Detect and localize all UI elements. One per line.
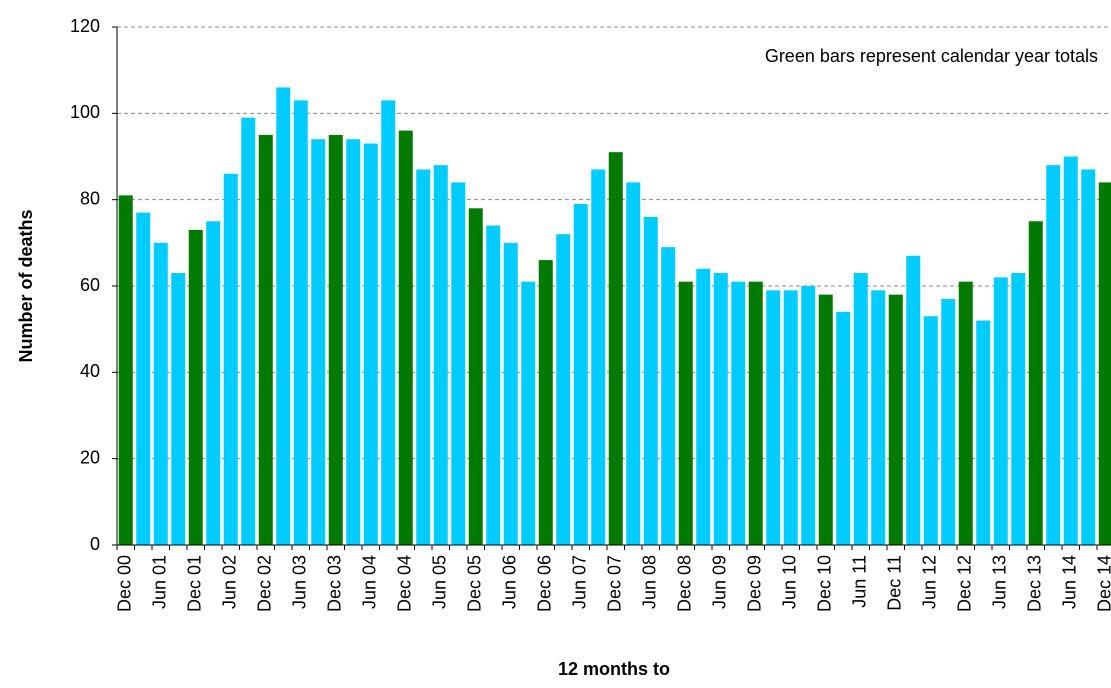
bar [766,290,781,545]
bar [118,195,133,545]
bar [573,203,588,545]
bar [468,208,483,546]
y-tick-label: 60 [80,275,100,295]
y-tick-label: 100 [70,102,100,122]
bar [381,100,396,545]
bar [696,268,711,545]
bar [941,298,956,545]
x-tick-label: Jun 03 [290,555,310,609]
x-tick-label: Jun 10 [780,555,800,609]
bar [538,260,553,545]
bar [906,255,921,546]
x-tick-label: Jun 08 [640,555,660,609]
bar [678,281,693,545]
bar [608,152,623,545]
bar [171,273,186,545]
y-tick-label: 120 [70,16,100,36]
bar [1081,169,1096,545]
bar [363,143,378,546]
bar [871,290,886,545]
bar [976,320,991,545]
bar [276,87,291,545]
bar [1063,156,1078,545]
x-tick-label: Dec 12 [955,555,975,612]
x-tick-label: Jun 06 [500,555,520,609]
x-tick-label: Dec 07 [605,555,625,612]
bar [713,273,728,545]
y-tick-label: 0 [90,534,100,554]
bar [258,134,273,545]
bar [521,281,536,545]
x-tick-label: Dec 10 [815,555,835,612]
y-axis-label: Number of deaths [16,209,36,362]
y-tick-label: 80 [80,188,100,208]
bar [328,134,343,545]
x-tick-label: Jun 02 [220,555,240,609]
bar [136,212,151,545]
bar [888,294,903,545]
bar [958,281,973,545]
bar [451,182,466,545]
x-axis-label: 12 months to [558,659,670,679]
x-tick-label: Dec 01 [185,555,205,612]
bar [591,169,606,545]
bar [486,225,501,546]
x-tick-label: Jun 01 [150,555,170,609]
bar [346,139,361,545]
bar [293,100,308,545]
x-tick-label: Jun 04 [360,555,380,609]
bar [818,294,833,545]
bar [643,216,658,545]
x-tick-label: Dec 11 [885,555,905,611]
bar [416,169,431,545]
annotation: Green bars represent calendar year total… [765,46,1098,66]
bar [748,281,763,545]
x-tick-label: Jun 12 [920,555,940,609]
y-tick-label: 40 [80,361,100,381]
x-tick-label: Dec 00 [115,555,135,612]
bar [801,286,816,545]
bar [311,139,326,545]
x-tick-label: Jun 05 [430,555,450,609]
bar [731,281,746,545]
bar [1098,182,1111,545]
x-tick-label: Dec 04 [395,555,415,612]
x-tick-label: Dec 08 [675,555,695,612]
bar [993,277,1008,545]
bar [626,182,641,545]
bar [556,234,571,545]
x-tick-label: Dec 09 [745,555,765,612]
bar [783,290,798,545]
bar [241,117,256,546]
bar [1046,165,1061,545]
bar [206,221,221,545]
y-tick-label: 20 [80,447,100,467]
bar [153,242,168,546]
x-tick-label: Jun 09 [710,555,730,609]
bar [661,247,676,545]
bar [223,173,238,545]
x-tick-label: Dec 13 [1025,555,1045,612]
x-tick-label: Dec 05 [465,555,485,612]
x-tick-label: Dec 06 [535,555,555,612]
x-tick-label: Dec 02 [255,555,275,612]
x-tick-label: Jun 13 [990,555,1010,609]
x-tick-label: Jun 07 [570,555,590,609]
bar [1011,273,1026,545]
bar [188,229,203,545]
x-tick-label: Jun 11 [850,555,870,608]
bar [433,165,448,545]
bar [1028,221,1043,545]
x-tick-label: Jun 14 [1060,555,1080,609]
bar [836,311,851,545]
bar [923,316,938,545]
x-tick-label: Dec 14 [1095,555,1111,612]
bar [853,273,868,545]
bar [398,130,413,545]
bar [503,242,518,546]
x-tick-label: Dec 03 [325,555,345,612]
